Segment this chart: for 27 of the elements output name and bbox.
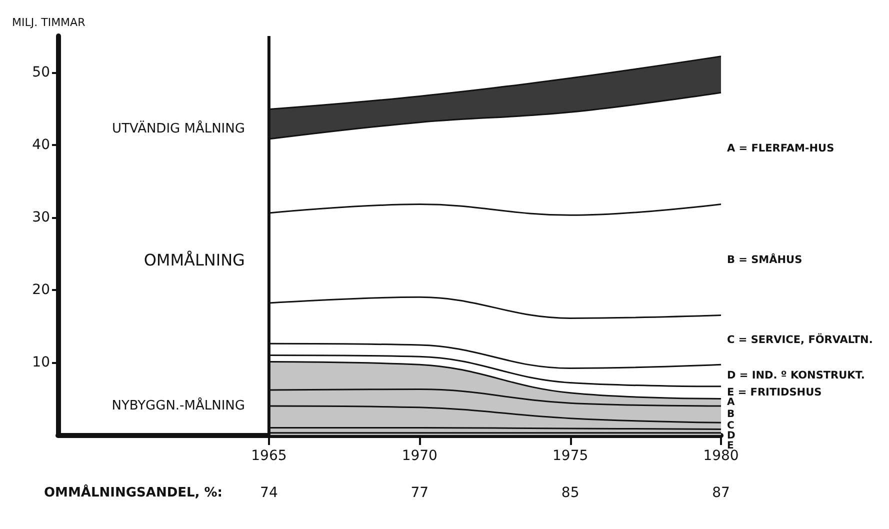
text: 87	[712, 485, 730, 501]
x-tick-label: 1965	[251, 448, 287, 464]
y-tick-label: 30	[32, 209, 50, 226]
series-label: D	[727, 430, 736, 442]
text: 85	[561, 485, 580, 501]
series-label: C	[727, 420, 734, 432]
series-label: B = SMÅHUS	[727, 252, 802, 266]
series-label: B	[727, 408, 735, 420]
x-tick-label: 1975	[552, 448, 588, 464]
y-tick-label: 10	[32, 354, 50, 370]
y-tick-label: 40	[32, 136, 50, 153]
series-label: C = SERVICE, FÖRVALTN.	[727, 332, 873, 346]
annotation: NYBYGGN.-MÅLNING	[112, 396, 245, 414]
x-tick-label: 1970	[402, 448, 438, 464]
series-label: A	[727, 397, 735, 408]
y-tick-label: 20	[32, 282, 50, 298]
text: 74	[260, 485, 278, 501]
y-axis-title: MILJ. TIMMAR	[12, 16, 86, 29]
annotation: OMMÅLNING	[144, 250, 245, 270]
series-label: E = FRITIDSHUS	[727, 386, 822, 399]
series-label: A = FLERFAM-HUS	[727, 142, 834, 154]
text: 77	[410, 485, 429, 501]
text: OMMÅLNINGSANDEL, %:	[44, 484, 222, 500]
series-label: D = IND. º KONSTRUKT.	[727, 370, 865, 382]
annotation: UTVÄNDIG MÅLNING	[112, 120, 245, 136]
y-tick-label: 50	[32, 64, 50, 80]
x-tick-label: 1980	[703, 448, 739, 464]
